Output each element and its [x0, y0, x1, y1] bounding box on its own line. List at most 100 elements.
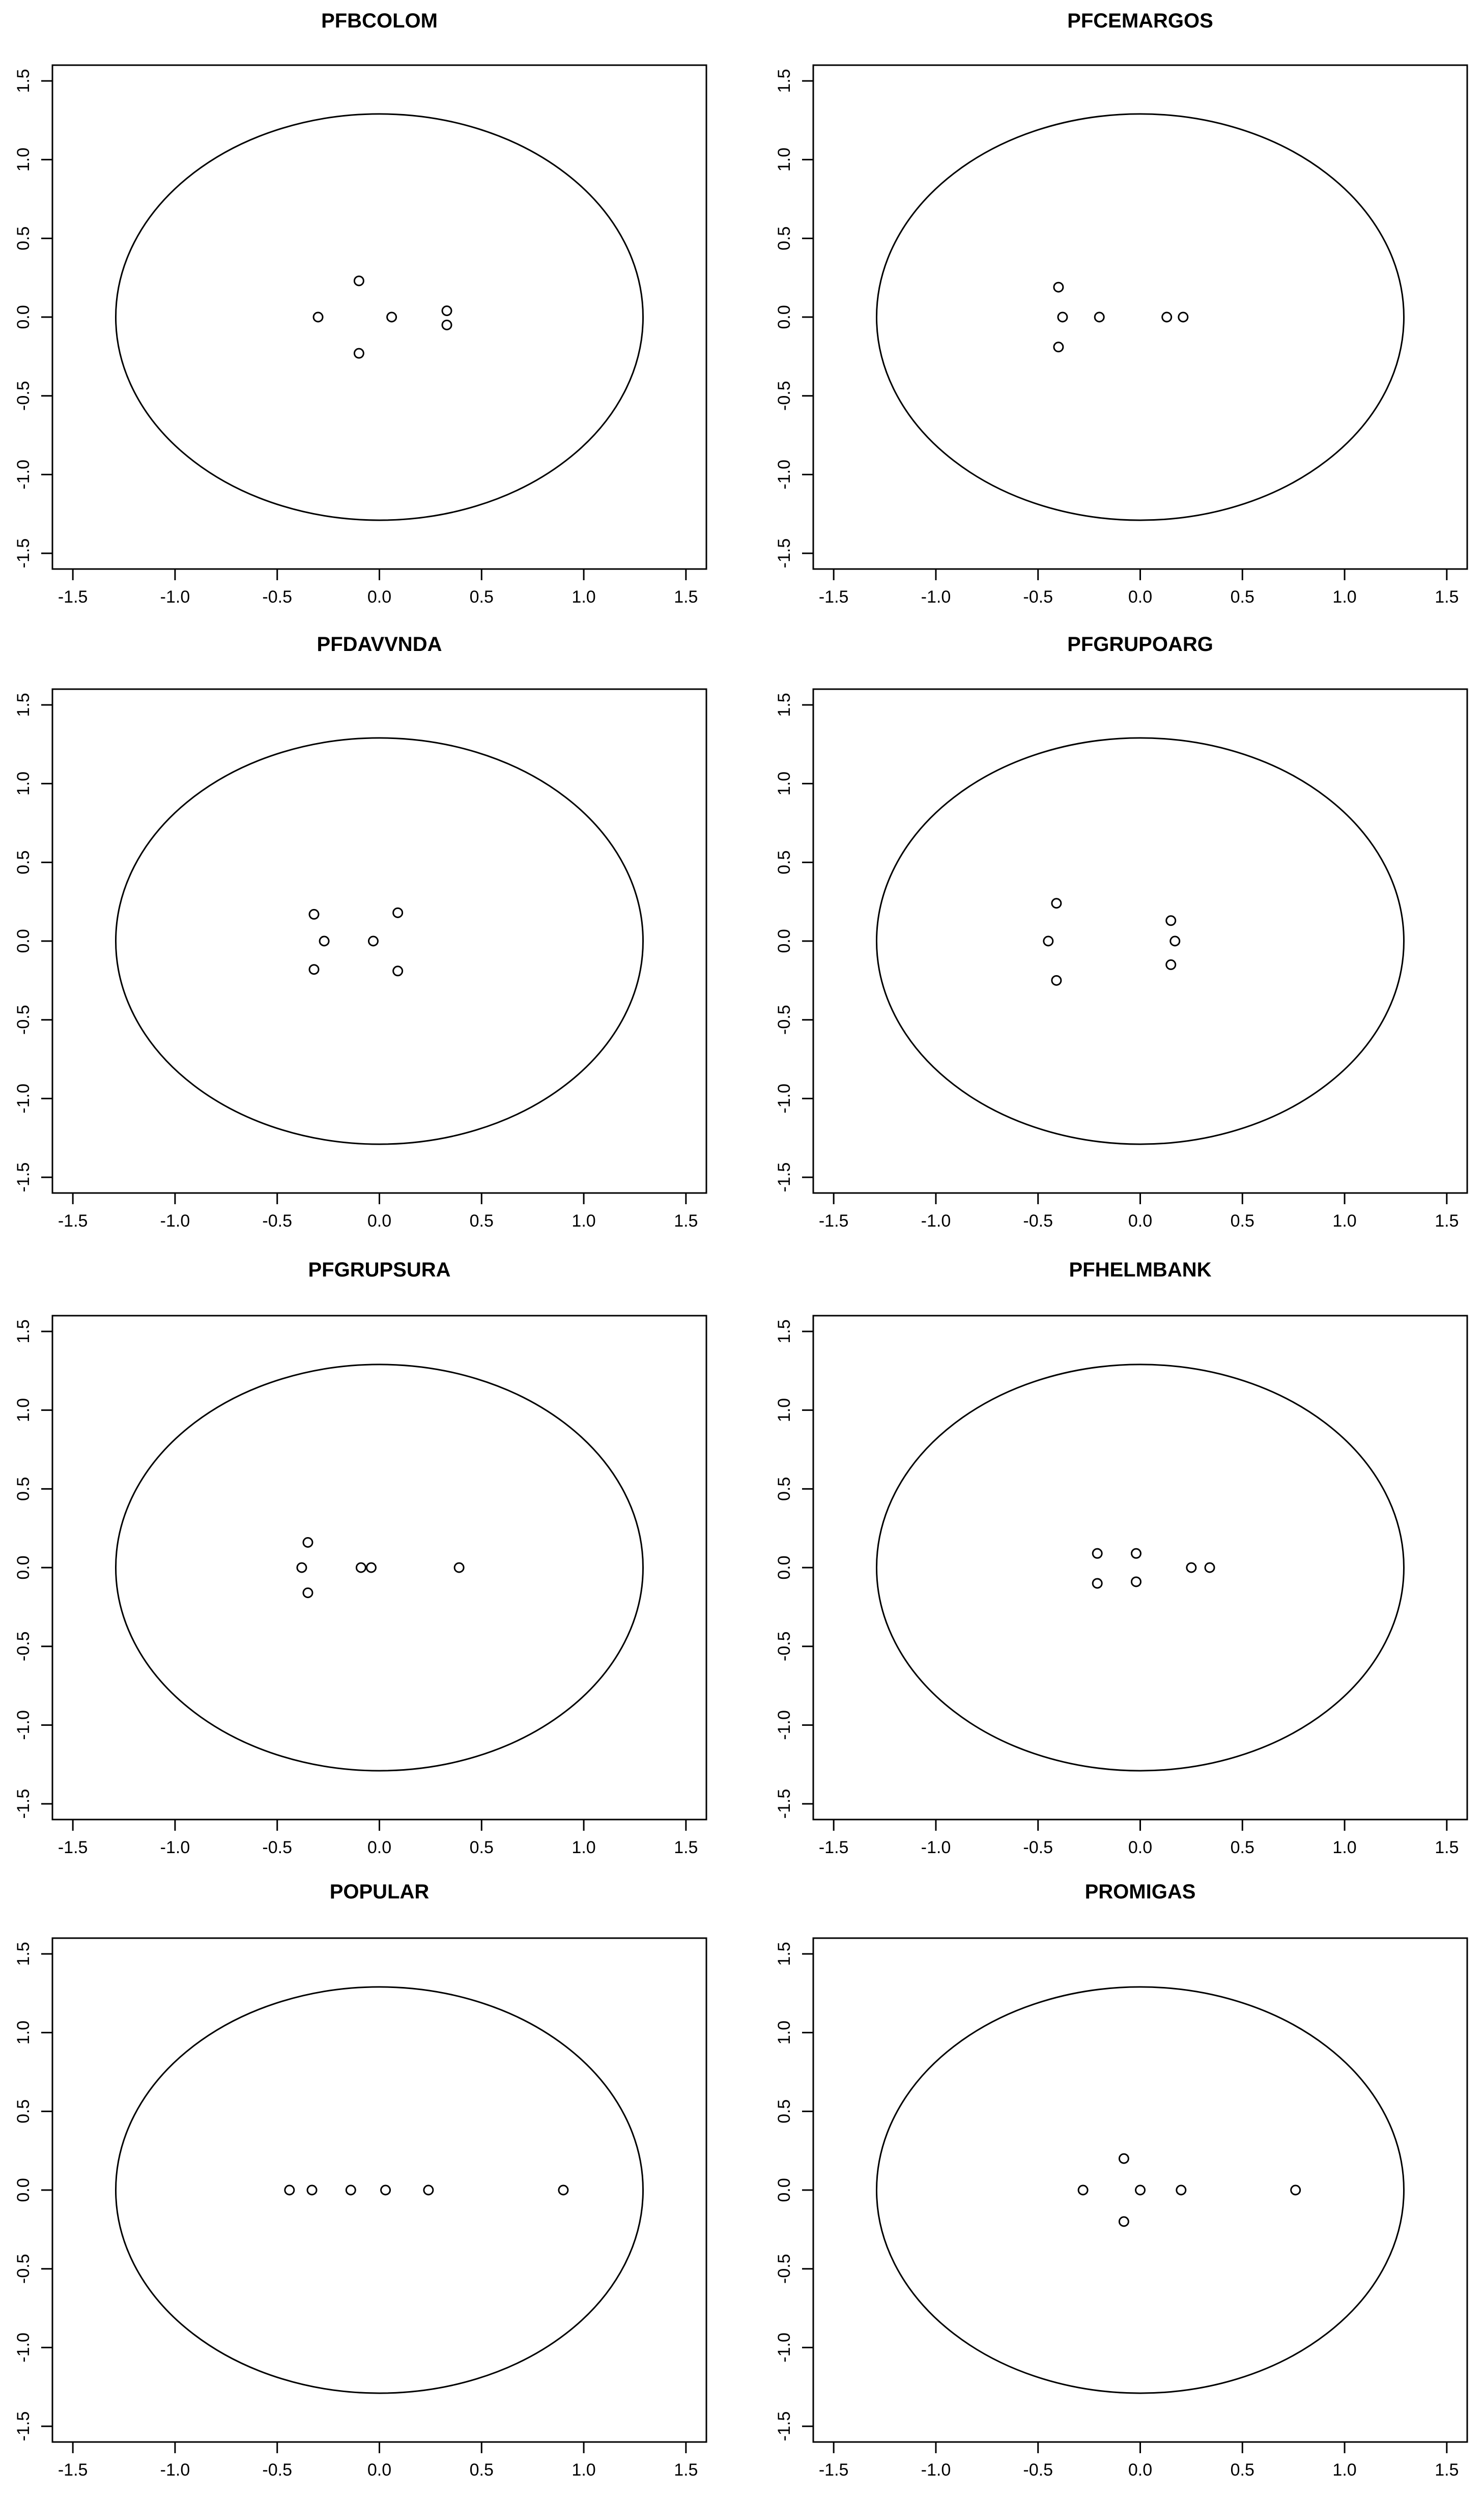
reference-circle	[115, 737, 644, 1145]
y-tick-label: 1.5	[775, 1319, 794, 1343]
chart-panel: PROMIGAS -1.5 -1.0 -0.5 0.0 0.5 1.0 1.5 -1.5 -1.0…	[775, 1881, 1468, 2480]
y-tick-label: -0.5	[14, 1631, 33, 1661]
chart-title: PROMIGAS	[1085, 1881, 1196, 1903]
data-point	[1130, 1576, 1141, 1587]
y-tick-label: 0.5	[775, 1477, 794, 1501]
data-point	[1161, 311, 1173, 323]
y-tick-label: 0.0	[775, 2178, 794, 2202]
x-tick-label: 1.0	[572, 1838, 595, 1857]
x-tick-label: 1.0	[1332, 587, 1356, 607]
x-tick-label: -1.0	[921, 2460, 951, 2480]
data-point	[1130, 1548, 1141, 1559]
x-tick-label: 1.5	[674, 587, 698, 607]
x-tick-label: 1.0	[1332, 1211, 1356, 1231]
data-point	[1092, 1548, 1103, 1559]
data-point	[312, 311, 324, 323]
x-tick-label: 1.0	[572, 587, 595, 607]
y-tick-label: -1.5	[14, 538, 33, 569]
reference-circle	[115, 113, 644, 521]
x-tick-label: -0.5	[1023, 1211, 1053, 1231]
y-tick-label: -0.5	[14, 2254, 33, 2284]
plot-frame	[51, 1937, 707, 2443]
x-tick-label: -0.5	[262, 1838, 292, 1857]
plot-frame	[51, 688, 707, 1194]
x-tick-label: 0.5	[470, 1838, 494, 1857]
data-point	[302, 1537, 313, 1548]
data-point	[453, 1562, 465, 1573]
chart-panel: PFDAVVNDA -1.5 -1.0 -0.5 0.0 0.5 1.0 1.5 -1.5 -1.…	[14, 633, 707, 1231]
y-tick-label: 1.0	[775, 2021, 794, 2044]
reference-circle	[875, 737, 1405, 1145]
chart-panel: PFHELMBANK -1.5 -1.0 -0.5 0.0 0.5 1.0 1.5 -1.5 -1…	[775, 1259, 1468, 1857]
data-point	[1176, 2184, 1187, 2196]
x-tick-label: -0.5	[1023, 587, 1053, 607]
y-tick-label: -0.5	[775, 1005, 794, 1035]
x-tick-label: 0.5	[1231, 587, 1254, 607]
data-point	[1043, 935, 1054, 947]
y-tick-label: -1.0	[775, 460, 794, 490]
data-point	[353, 275, 364, 287]
chart-panel: POPULAR -1.5 -1.0 -0.5 0.0 0.5 1.0 1.5 -1.5 -1.0 -…	[14, 1881, 707, 2480]
x-tick-label: -1.0	[921, 587, 951, 607]
chart-panel: PFGRUPOARG -1.5 -1.0 -0.5 0.0 0.5 1.0 1.5 -1.5 -1…	[775, 633, 1468, 1231]
y-tick-label: 0.5	[775, 2099, 794, 2123]
y-tick-label: 1.5	[14, 1942, 33, 1966]
y-tick-label: -0.5	[775, 2254, 794, 2284]
data-point	[1092, 1578, 1103, 1589]
x-tick-label: -1.0	[160, 587, 190, 607]
x-tick-label: 0.0	[367, 587, 391, 607]
y-tick-label: 0.5	[775, 850, 794, 874]
x-tick-label: 1.5	[1435, 2460, 1459, 2480]
data-point	[306, 2184, 318, 2196]
data-point	[1178, 311, 1189, 323]
data-point	[386, 311, 397, 323]
x-tick-label: -0.5	[1023, 1838, 1053, 1857]
data-point	[302, 1587, 313, 1598]
reference-circle	[115, 1986, 644, 2394]
y-tick-label: -1.5	[14, 2411, 33, 2441]
x-tick-label: 0.0	[367, 2460, 391, 2480]
y-tick-label: -0.5	[14, 1005, 33, 1035]
data-point	[284, 2184, 295, 2196]
y-tick-label: -1.5	[775, 538, 794, 569]
y-tick-label: 1.0	[14, 2021, 33, 2044]
data-point	[1118, 2153, 1129, 2164]
data-point	[319, 935, 330, 947]
y-tick-label: 1.5	[14, 1319, 33, 1343]
plot-frame	[51, 1315, 707, 1821]
x-tick-label: 1.5	[674, 2460, 698, 2480]
x-tick-label: -1.5	[58, 2460, 88, 2480]
x-tick-label: 0.0	[1128, 1838, 1152, 1857]
chart-title: PFDAVVNDA	[317, 633, 442, 656]
x-tick-label: -0.5	[262, 2460, 292, 2480]
y-tick-label: 0.5	[14, 1477, 33, 1501]
y-tick-label: -1.0	[14, 460, 33, 490]
x-tick-label: 0.5	[470, 1211, 494, 1231]
x-tick-label: 0.5	[1231, 1211, 1254, 1231]
y-tick-label: 1.5	[775, 693, 794, 717]
data-point	[380, 2184, 391, 2196]
data-point	[1165, 959, 1177, 970]
x-tick-label: -1.5	[58, 587, 88, 607]
y-tick-label: -1.5	[775, 1789, 794, 1819]
data-point	[423, 2184, 434, 2196]
y-tick-label: -1.5	[775, 2411, 794, 2441]
data-point	[392, 907, 404, 918]
y-tick-label: 0.0	[775, 929, 794, 953]
reference-circle	[875, 1364, 1405, 1772]
y-tick-label: -1.0	[14, 2333, 33, 2363]
x-tick-label: -0.5	[262, 1211, 292, 1231]
y-tick-label: -1.0	[775, 1084, 794, 1114]
data-point	[1186, 1562, 1197, 1573]
chart-title: POPULAR	[330, 1881, 430, 1903]
y-tick-label: 1.0	[14, 1398, 33, 1422]
x-tick-label: 1.0	[572, 2460, 595, 2480]
y-tick-label: 1.5	[14, 69, 33, 93]
x-tick-label: 1.5	[1435, 1838, 1459, 1857]
y-tick-label: 0.0	[775, 305, 794, 329]
x-tick-label: 1.0	[1332, 1838, 1356, 1857]
chart-title: PFBCOLOM	[321, 10, 438, 32]
y-tick-label: -1.5	[775, 1162, 794, 1192]
data-point	[1094, 311, 1105, 323]
